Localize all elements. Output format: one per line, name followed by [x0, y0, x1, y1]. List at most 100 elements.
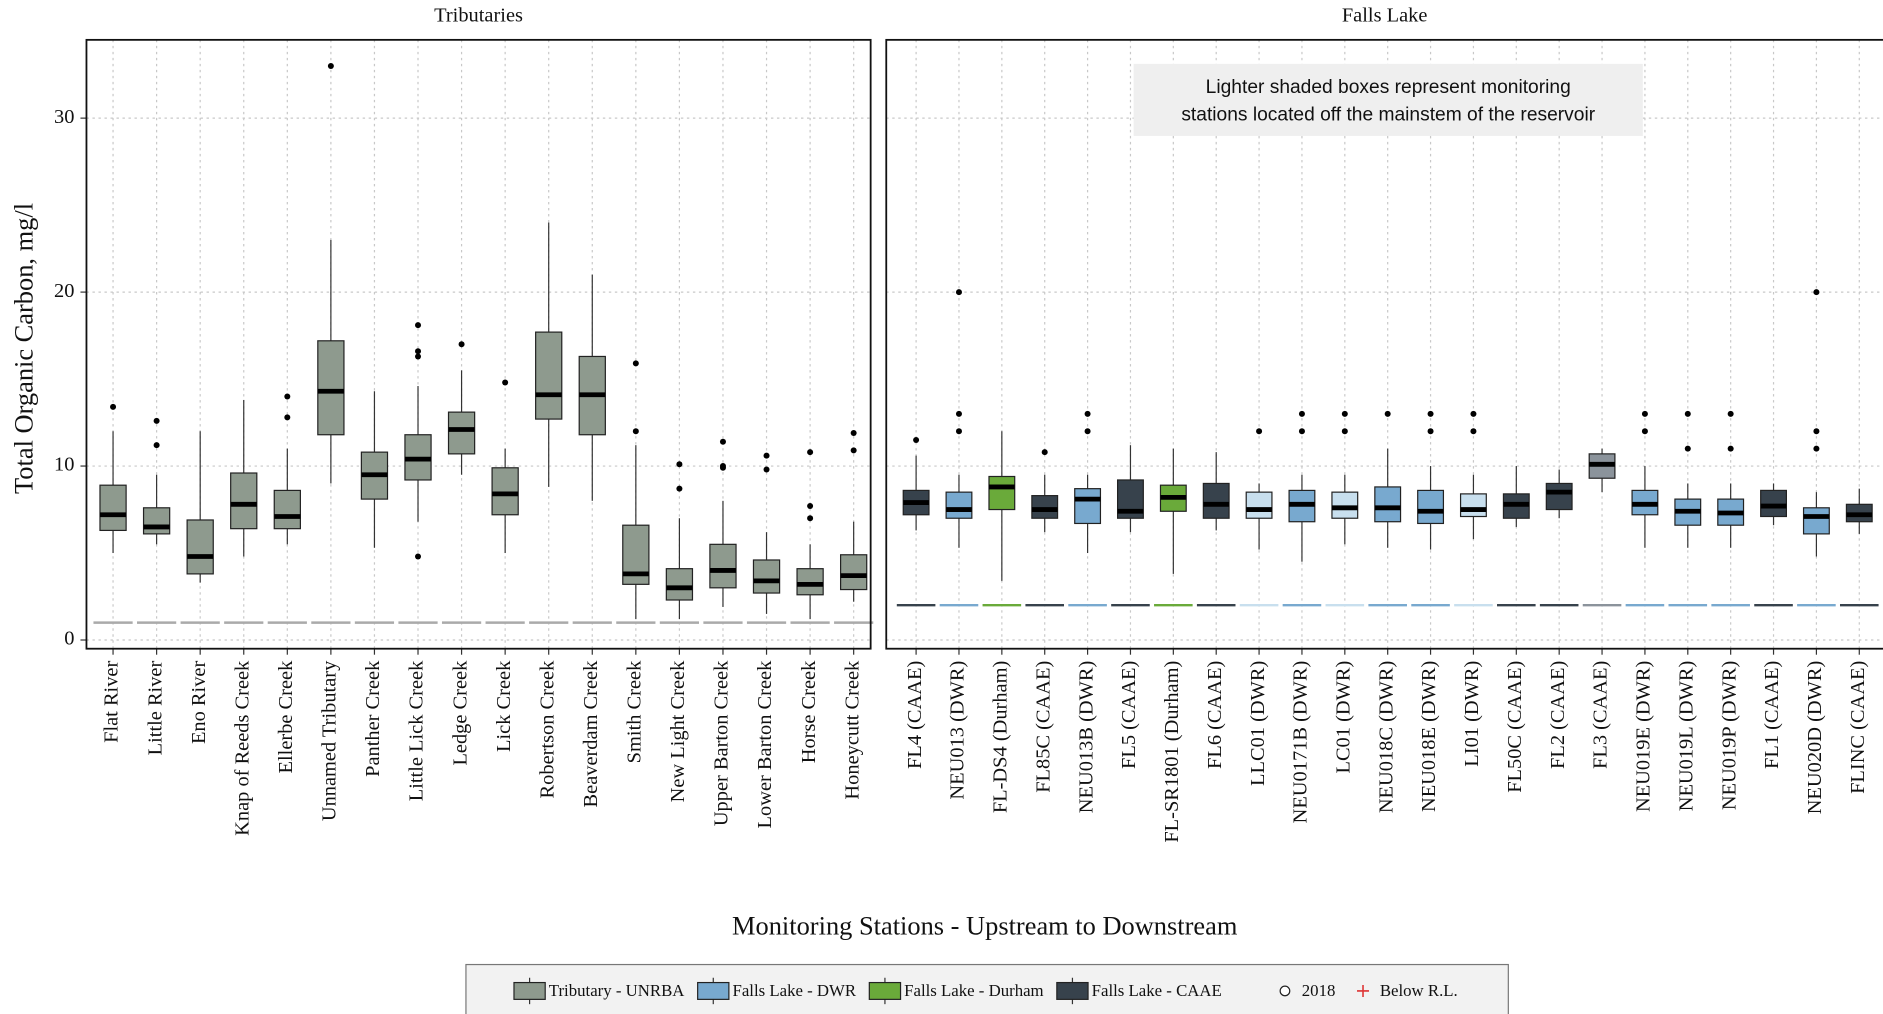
legend-point	[1357, 984, 1370, 997]
outlier	[502, 379, 509, 386]
y-axis-title: Total Organic Carbon, mg/l	[8, 203, 38, 494]
outlier	[1341, 428, 1348, 435]
x-tick-label: LI01 (DWR)	[1461, 661, 1483, 767]
outlier	[153, 442, 160, 449]
legend-label: 2018	[1302, 981, 1336, 1000]
x-tick-label: FL1 (CAAE)	[1761, 661, 1783, 769]
outlier	[807, 449, 814, 456]
legend-box	[465, 963, 1509, 1014]
outlier	[415, 553, 422, 560]
x-tick-label: Ledge Creek	[449, 660, 471, 766]
outlier	[415, 322, 422, 329]
box	[945, 491, 973, 519]
x-tick-label: NEU019E (DWR)	[1633, 661, 1655, 812]
box	[1031, 495, 1059, 519]
outlier	[807, 515, 814, 522]
outlier	[719, 438, 726, 445]
legend-label: Falls Lake - Durham	[904, 981, 1043, 1000]
outlier	[850, 429, 857, 436]
outlier	[632, 360, 639, 367]
box	[1459, 493, 1487, 518]
annotation: stations located off the mainstem of the…	[1181, 105, 1595, 126]
y-tick-label: 0	[64, 628, 74, 650]
outlier	[1341, 410, 1348, 417]
box	[317, 340, 345, 436]
outlier	[1256, 428, 1263, 435]
outlier	[807, 503, 814, 510]
outlier	[1084, 428, 1091, 435]
annotation: Lighter shaded boxes represent monitorin…	[1206, 77, 1571, 98]
box	[1331, 491, 1359, 519]
x-tick-label: FL3 (CAAE)	[1590, 661, 1612, 769]
box	[1245, 491, 1273, 519]
legend-label: Below R.L.	[1380, 981, 1458, 1000]
box	[535, 331, 563, 420]
outlier	[1641, 428, 1648, 435]
outlier	[1813, 289, 1820, 296]
x-tick-label: FL50C (CAAE)	[1504, 661, 1526, 793]
x-tick-label: Lick Creek	[493, 660, 515, 752]
x-tick-label: Horse Creek	[798, 660, 820, 763]
outlier	[1041, 449, 1048, 456]
outlier	[1384, 410, 1391, 417]
panel-title: Tributaries	[434, 5, 523, 27]
box	[491, 467, 519, 516]
legend-swatch	[1056, 981, 1089, 1000]
box	[665, 568, 694, 601]
box	[1760, 489, 1788, 518]
outlier	[955, 410, 962, 417]
outlier	[1684, 445, 1691, 452]
panel-frame	[86, 39, 871, 649]
outlier	[1641, 410, 1648, 417]
x-tick-label: Ellerbe Creek	[275, 660, 297, 774]
x-tick-label: Lower Barton Creek	[754, 660, 776, 829]
x-tick-label: LLC01 (DWR)	[1247, 661, 1269, 786]
outlier	[955, 428, 962, 435]
box	[988, 475, 1016, 511]
box	[273, 489, 301, 530]
outlier	[676, 485, 683, 492]
x-tick-label: NEU013 (DWR)	[947, 661, 969, 800]
outlier	[1470, 410, 1477, 417]
x-tick-label: FL2 (CAAE)	[1547, 661, 1569, 769]
outlier	[763, 452, 770, 459]
outlier	[1813, 428, 1820, 435]
x-tick-label: Panther Creek	[362, 660, 384, 777]
y-tick-label: 20	[54, 280, 74, 302]
box	[447, 411, 476, 455]
legend-point	[1279, 985, 1291, 997]
legend-label: Falls Lake - CAAE	[1092, 981, 1222, 1000]
x-tick-label: Flat River	[101, 661, 123, 743]
outlier	[763, 466, 770, 473]
legend-swatch	[513, 981, 546, 1000]
x-tick-label: NEU018E (DWR)	[1418, 661, 1440, 812]
outlier	[1684, 410, 1691, 417]
outlier	[1427, 428, 1434, 435]
outlier	[676, 461, 683, 468]
x-tick-label: FLINC (CAAE)	[1847, 661, 1869, 794]
x-tick-label: LC01 (DWR)	[1333, 661, 1355, 774]
outlier	[1084, 410, 1091, 417]
x-tick-label: Unnamed Tributary	[319, 660, 341, 821]
x-tick-label: Beaverdam Creek	[580, 660, 602, 808]
x-tick-label: Little River	[144, 661, 166, 756]
panel-frame	[886, 39, 1883, 649]
x-axis-title: Monitoring Stations - Upstream to Downst…	[732, 911, 1238, 941]
x-tick-label: Smith Creek	[624, 660, 646, 763]
panel-border	[885, 38, 1883, 650]
outlier	[1298, 428, 1305, 435]
x-tick-label: NEU019P (DWR)	[1718, 661, 1740, 810]
outlier	[1298, 410, 1305, 417]
outlier	[1813, 445, 1820, 452]
x-tick-label: Upper Barton Creek	[711, 660, 733, 826]
x-tick-label: FL-SR1801 (Durham)	[1161, 661, 1183, 843]
box	[709, 543, 737, 589]
outlier	[415, 348, 422, 355]
x-tick-label: FL85C (CAAE)	[1032, 661, 1054, 793]
y-tick-label: 10	[54, 454, 74, 476]
box	[796, 568, 824, 596]
x-tick-label: FL6 (CAAE)	[1204, 661, 1226, 769]
box	[1417, 489, 1445, 525]
